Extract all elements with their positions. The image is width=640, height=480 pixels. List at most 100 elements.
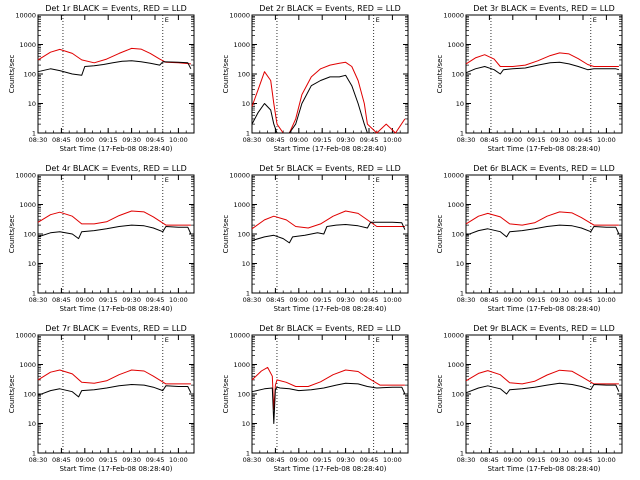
y-tick-label: 10000 [15, 12, 36, 20]
x-axis-label: Start Time (17-Feb-08 08:28:40) [273, 465, 386, 473]
marker-tag: E [165, 336, 169, 344]
series-line-lld [465, 211, 619, 226]
marker-tag: E [165, 16, 169, 24]
x-tick-label: 09:45 [360, 296, 379, 304]
plot-frame [465, 14, 623, 134]
marker-tag: E [593, 16, 597, 24]
y-tick-label: 1000 [19, 41, 36, 49]
x-tick-label: 09:15 [313, 136, 332, 144]
series-line-events [465, 382, 620, 395]
panel-det-6: Det 6r BLACK = Events, RED = LLD 1 10 100 10… [436, 164, 623, 313]
x-tick-label: 10:00 [169, 456, 188, 464]
y-tick-label: 1000 [19, 201, 36, 209]
marker-tag: E [165, 176, 169, 184]
x-tick-label: 09:30 [122, 136, 141, 144]
x-tick-label: 08:30 [457, 136, 476, 144]
x-tick-label: 08:30 [243, 456, 262, 464]
y-tick-label: 100 [452, 231, 464, 239]
series-line-events [251, 221, 406, 244]
x-tick-label: 10:00 [597, 136, 616, 144]
x-tick-label: 09:15 [99, 136, 118, 144]
panel-det-5: Det 5r BLACK = Events, RED = LLD 1 10 100 10… [222, 164, 409, 313]
x-tick-label: 09:15 [99, 296, 118, 304]
y-tick-label: 100 [238, 231, 250, 239]
series-line-events [465, 224, 620, 238]
x-tick-label: 09:30 [550, 456, 569, 464]
y-tick-label: 1000 [233, 361, 250, 369]
y-tick-label: 10000 [229, 172, 250, 180]
plot-frame [465, 174, 623, 294]
y-tick-label: 10 [242, 260, 250, 268]
series-line-lld [465, 52, 619, 67]
x-tick-label: 09:45 [146, 296, 165, 304]
panel-title: Det 2r BLACK = Events, RED = LLD [259, 4, 401, 13]
panel-title: Det 5r BLACK = Events, RED = LLD [259, 164, 401, 173]
x-tick-label: 09:00 [75, 456, 94, 464]
panel-title: Det 8r BLACK = Events, RED = LLD [259, 324, 401, 333]
x-axis-label: Start Time (17-Feb-08 08:28:40) [59, 145, 172, 153]
y-tick-label: 10000 [15, 172, 36, 180]
y-tick-label: 10 [28, 260, 36, 268]
y-tick-label: 10 [28, 420, 36, 428]
x-axis-label: Start Time (17-Feb-08 08:28:40) [273, 145, 386, 153]
x-tick-label: 08:30 [457, 296, 476, 304]
series-line-events [251, 382, 406, 424]
panel-det-8: Det 8r BLACK = Events, RED = LLD 1 10 100 10… [222, 324, 409, 473]
panel-det-9: Det 9r BLACK = Events, RED = LLD 1 10 100 10… [436, 324, 623, 473]
x-tick-label: 09:30 [550, 296, 569, 304]
x-tick-label: 08:45 [266, 136, 285, 144]
y-tick-label: 10 [456, 260, 464, 268]
y-tick-label: 1 [32, 290, 36, 298]
x-tick-label: 09:30 [336, 136, 355, 144]
y-tick-label: 10 [456, 420, 464, 428]
series-line-events [37, 224, 192, 240]
x-tick-label: 09:15 [313, 296, 332, 304]
x-tick-label: 10:00 [597, 456, 616, 464]
x-tick-label: 10:00 [169, 136, 188, 144]
x-tick-label: 08:45 [52, 456, 71, 464]
x-tick-label: 09:30 [122, 296, 141, 304]
y-tick-label: 100 [24, 71, 36, 79]
x-tick-label: 09:15 [99, 456, 118, 464]
plot-frame [37, 174, 195, 294]
marker-tag: E [376, 16, 380, 24]
x-tick-label: 09:00 [503, 136, 522, 144]
x-tick-label: 09:00 [503, 296, 522, 304]
marker-tag: E [376, 176, 380, 184]
series-line-lld [37, 369, 191, 385]
y-tick-label: 1 [32, 130, 36, 138]
y-tick-label: 1000 [447, 41, 464, 49]
x-tick-label: 08:30 [29, 136, 48, 144]
y-tick-label: 1 [460, 450, 464, 458]
plot-frame [37, 334, 195, 454]
marker-tag: E [593, 336, 597, 344]
x-tick-label: 10:00 [169, 296, 188, 304]
y-tick-label: 1000 [447, 201, 464, 209]
y-axis-label: Counts/sec [436, 215, 444, 254]
panel-title: Det 7r BLACK = Events, RED = LLD [45, 324, 187, 333]
y-axis-label: Counts/sec [436, 55, 444, 94]
panel-det-2: Det 2r BLACK = Events, RED = LLD 1 10 100 10… [222, 4, 409, 153]
y-tick-label: 100 [24, 391, 36, 399]
y-axis-label: Counts/sec [8, 215, 16, 254]
x-tick-label: 08:45 [52, 296, 71, 304]
series-line-lld [37, 47, 191, 65]
y-tick-label: 10000 [229, 332, 250, 340]
marker-tag: E [376, 336, 380, 344]
x-tick-label: 09:30 [550, 136, 569, 144]
x-tick-label: 09:45 [360, 456, 379, 464]
plot-frame [37, 14, 195, 134]
y-tick-label: 100 [452, 391, 464, 399]
x-tick-label: 09:00 [75, 296, 94, 304]
x-tick-label: 09:30 [336, 296, 355, 304]
x-tick-label: 08:30 [29, 296, 48, 304]
x-axis-label: Start Time (17-Feb-08 08:28:40) [487, 305, 600, 313]
y-tick-label: 1 [460, 290, 464, 298]
series-line-lld [251, 61, 406, 134]
y-tick-label: 1 [246, 450, 250, 458]
y-tick-label: 10000 [443, 172, 464, 180]
x-tick-label: 08:30 [243, 136, 262, 144]
x-tick-label: 10:00 [597, 296, 616, 304]
y-axis-label: Counts/sec [222, 215, 230, 254]
